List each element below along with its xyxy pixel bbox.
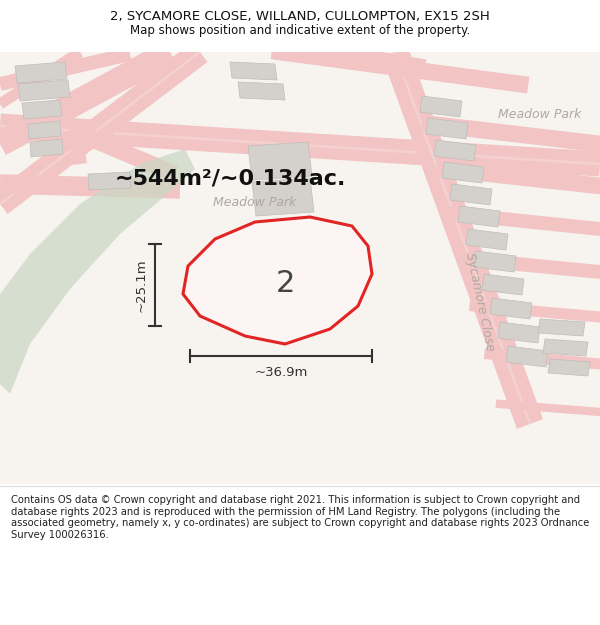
- Polygon shape: [426, 118, 468, 139]
- Polygon shape: [482, 274, 524, 295]
- Polygon shape: [458, 206, 500, 227]
- Text: Contains OS data © Crown copyright and database right 2021. This information is : Contains OS data © Crown copyright and d…: [11, 495, 589, 540]
- Text: Sycamore Close: Sycamore Close: [463, 251, 497, 352]
- Polygon shape: [474, 251, 516, 272]
- Polygon shape: [0, 52, 600, 484]
- Text: ~25.1m: ~25.1m: [134, 258, 148, 312]
- Text: ~36.9m: ~36.9m: [254, 366, 308, 379]
- Polygon shape: [15, 62, 67, 83]
- Polygon shape: [506, 346, 548, 367]
- Polygon shape: [230, 62, 277, 80]
- Polygon shape: [420, 96, 462, 117]
- Text: ~544m²/~0.134ac.: ~544m²/~0.134ac.: [115, 169, 346, 189]
- Polygon shape: [248, 142, 312, 180]
- Polygon shape: [0, 149, 195, 394]
- Polygon shape: [490, 298, 532, 319]
- Polygon shape: [498, 322, 540, 343]
- Polygon shape: [466, 229, 508, 250]
- Polygon shape: [28, 121, 61, 139]
- Text: Map shows position and indicative extent of the property.: Map shows position and indicative extent…: [130, 24, 470, 38]
- Polygon shape: [30, 139, 63, 157]
- Polygon shape: [450, 184, 492, 205]
- Polygon shape: [434, 140, 476, 161]
- Polygon shape: [543, 339, 588, 356]
- Polygon shape: [442, 162, 484, 183]
- Polygon shape: [22, 100, 62, 119]
- Text: 2: 2: [275, 269, 295, 299]
- Text: Meadow Park: Meadow Park: [499, 107, 581, 121]
- Polygon shape: [88, 172, 131, 190]
- Polygon shape: [18, 80, 70, 101]
- Polygon shape: [538, 319, 585, 336]
- Text: 2, SYCAMORE CLOSE, WILLAND, CULLOMPTON, EX15 2SH: 2, SYCAMORE CLOSE, WILLAND, CULLOMPTON, …: [110, 11, 490, 23]
- Polygon shape: [548, 359, 590, 376]
- Polygon shape: [252, 178, 314, 216]
- Polygon shape: [238, 82, 285, 100]
- Polygon shape: [183, 217, 372, 344]
- Text: Meadow Park: Meadow Park: [214, 196, 296, 209]
